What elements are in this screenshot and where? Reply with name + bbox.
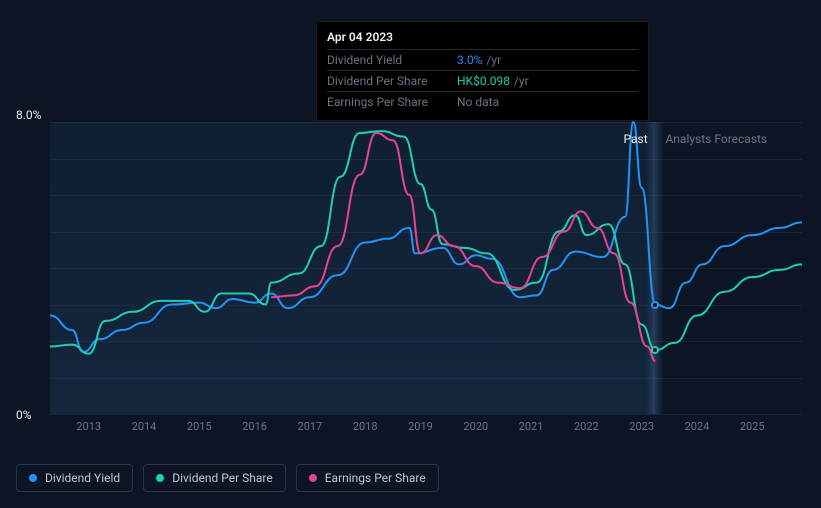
x-axis-label: 2024 (685, 420, 710, 433)
x-axis-label: 2017 (298, 420, 323, 433)
tooltip-row: Dividend Per ShareHK$0.098/yr (327, 70, 638, 91)
tooltip-unit: /yr (514, 74, 529, 88)
legend-item-earnings-per-share[interactable]: Earnings Per Share (296, 464, 439, 492)
x-axis-label: 2019 (408, 420, 433, 433)
legend-label: Earnings Per Share (325, 471, 426, 485)
x-axis-label: 2022 (574, 420, 599, 433)
legend-item-dividend-yield[interactable]: Dividend Yield (16, 464, 133, 492)
x-axis-label: 2015 (187, 420, 212, 433)
chart-plot-area[interactable] (50, 122, 802, 414)
series-dividend_yield (50, 122, 802, 352)
chart-lines (50, 122, 802, 414)
dividend-chart: 8.0% 0% Past Analysts Forecasts 2013 2014… (0, 0, 821, 508)
legend-item-dividend-per-share[interactable]: Dividend Per Share (143, 464, 286, 492)
y-axis-max-label: 8.0% (16, 108, 41, 122)
x-axis-label: 2021 (519, 420, 544, 433)
x-axis-label: 2016 (242, 420, 267, 433)
series-marker-dividend_yield (651, 301, 659, 309)
x-axis-label: 2013 (76, 420, 101, 433)
tooltip-value: HK$0.098 (457, 74, 510, 88)
tooltip-value: No data (457, 95, 499, 109)
tooltip-row: Earnings Per ShareNo data (327, 91, 638, 112)
legend-dot (29, 474, 37, 482)
x-axis: 2013 2014 2015 2016 2017 2018 2019 2020 2021 2022… (50, 420, 802, 440)
tooltip-value: 3.0% (457, 53, 482, 67)
tooltip-key: Dividend Yield (327, 53, 457, 67)
x-axis-label: 2025 (740, 420, 765, 433)
legend-label: Dividend Per Share (172, 471, 273, 485)
series-marker-dividend_per_share (651, 346, 659, 354)
legend-label: Dividend Yield (45, 471, 120, 485)
chart-tooltip: Apr 04 2023 Dividend Yield3.0%/yrDividen… (316, 21, 649, 121)
legend-dot (156, 474, 164, 482)
tooltip-unit: /yr (486, 53, 501, 67)
legend-dot (309, 474, 317, 482)
tooltip-key: Earnings Per Share (327, 95, 457, 109)
x-axis-label: 2023 (629, 420, 654, 433)
series-dividend_per_share (50, 131, 802, 354)
forecast-section-label: Analysts Forecasts (665, 132, 767, 146)
y-axis-min-label: 0% (16, 408, 32, 422)
tooltip-key: Dividend Per Share (327, 74, 457, 88)
x-axis-label: 2018 (353, 420, 378, 433)
tooltip-date: Apr 04 2023 (327, 30, 638, 49)
chart-legend: Dividend Yield Dividend Per Share Earnings… (16, 464, 439, 492)
x-axis-label: 2020 (463, 420, 488, 433)
tooltip-row: Dividend Yield3.0% /yr (327, 49, 638, 70)
x-axis-label: 2014 (132, 420, 157, 433)
past-section-label: Past (623, 132, 647, 146)
